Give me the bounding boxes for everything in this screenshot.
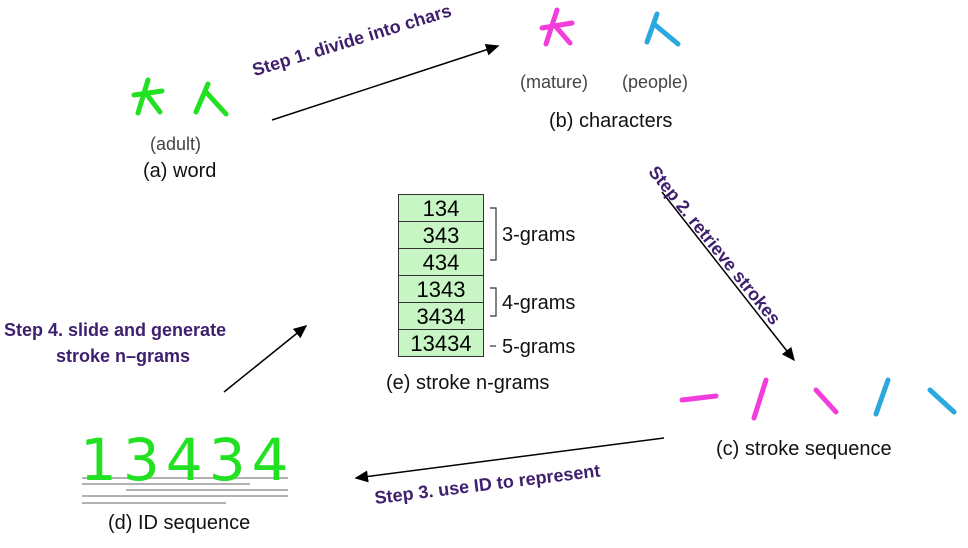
ngram-box-3: 434 — [398, 248, 484, 276]
char-gloss-people: (people) — [622, 72, 689, 92]
ngrams-caption: (e) stroke n-grams — [386, 372, 550, 394]
id-sequence-caption: (d) ID sequence — [108, 512, 251, 534]
label-4grams: 4-grams — [502, 292, 576, 314]
stroke-right-falling-blue-icon — [927, 387, 957, 415]
stroke-horizontal-icon — [679, 393, 719, 403]
ngram-box-2: 343 — [398, 221, 484, 249]
arrow-step1 — [271, 44, 500, 121]
step4-label-line2: stroke n–grams — [56, 346, 191, 366]
ngram-box-6: 13434 — [398, 329, 484, 357]
id-sequence-underlines — [82, 477, 288, 504]
ngram-box-5: 3434 — [398, 302, 484, 330]
char-da-magenta-icon — [539, 7, 575, 47]
arrow-step2 — [661, 191, 795, 362]
arrow-step4 — [223, 325, 308, 393]
word-glyphs — [131, 77, 229, 117]
label-5grams: 5-grams — [502, 336, 576, 358]
char-ren-green-icon — [193, 81, 229, 117]
ngram-box-1: 134 — [398, 194, 484, 222]
label-3grams: 3-grams — [502, 224, 576, 246]
stroke-left-falling-blue-icon — [873, 377, 891, 417]
stroke-sequence-glyphs — [679, 377, 957, 421]
step4-label-line1: Step 4. slide and generate — [4, 320, 227, 340]
char-gloss-mature: (mature) — [520, 72, 589, 92]
stroke-left-falling-icon — [751, 377, 769, 421]
id-sequence-value: 13434 — [80, 426, 295, 494]
char-da-green-icon — [131, 77, 165, 116]
bracket-4grams — [490, 287, 497, 317]
word-caption: (a) word — [143, 160, 217, 182]
stroke-right-falling-icon — [813, 387, 839, 415]
arrow-step3 — [354, 437, 665, 483]
char-ren-blue-icon — [644, 11, 681, 47]
ngram-box-4: 1343 — [398, 275, 484, 303]
bracket-3grams — [490, 207, 497, 261]
characters-caption: (b) characters — [549, 110, 673, 132]
stroke-sequence-caption: (c) stroke sequence — [716, 438, 892, 460]
word-gloss: (adult) — [150, 134, 202, 154]
